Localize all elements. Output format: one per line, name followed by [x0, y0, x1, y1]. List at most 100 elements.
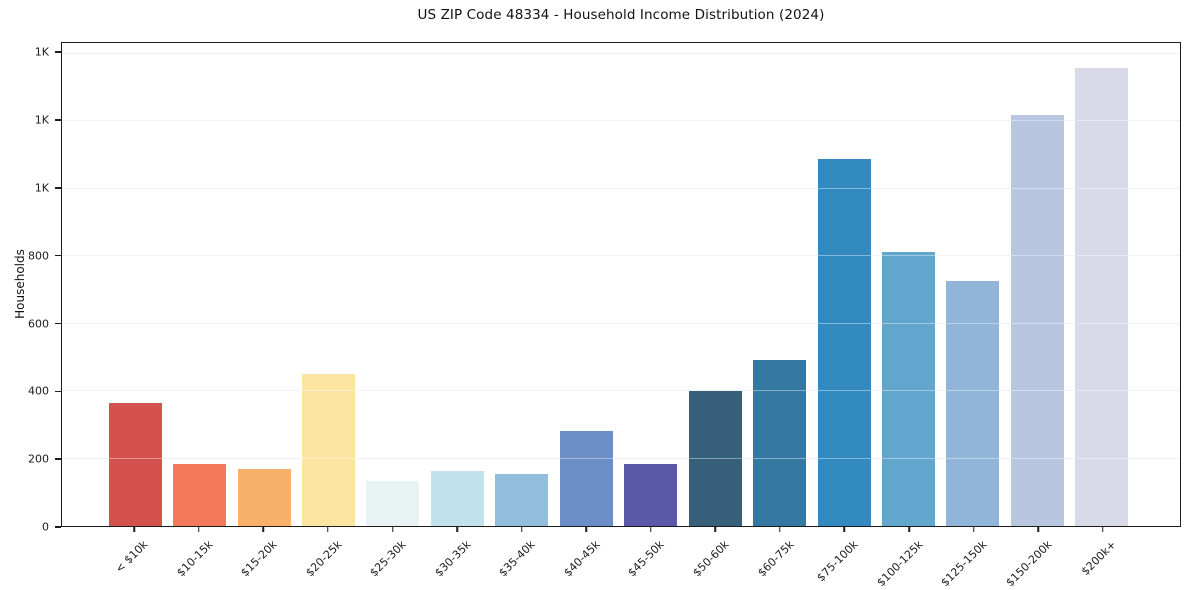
x-tick-label: $200k+ — [1078, 538, 1119, 579]
x-tick-mark — [714, 527, 717, 532]
x-slot: $35-40k — [489, 527, 554, 590]
x-axis: < $10k $10-15k $15-20k $20-25k $25-30k $30-35… — [102, 527, 1135, 590]
bar-slot — [747, 43, 811, 526]
x-slot: $50-60k — [683, 527, 748, 590]
bar-35-40k — [495, 474, 549, 526]
y-tick-label-1000: 1K — [34, 181, 49, 195]
x-slot: $100-125k — [874, 527, 942, 590]
bar-slot — [683, 43, 747, 526]
bars-layer — [103, 43, 1134, 526]
x-slot: $150-200k — [1003, 527, 1071, 590]
y-tick-mark-1200 — [55, 119, 61, 121]
bar-200k — [1075, 68, 1129, 526]
gridline-1000 — [62, 187, 1180, 189]
x-tick-mark — [650, 527, 652, 532]
x-tick-mark — [327, 527, 329, 532]
x-slot: $45-50k — [619, 527, 684, 590]
x-tick-label: $35-40k — [496, 538, 538, 580]
y-tick-mark-400 — [55, 390, 61, 393]
bar-40-45k — [559, 431, 613, 526]
x-tick-label: $75-100k — [814, 538, 861, 585]
gridlines-layer — [62, 43, 1180, 526]
x-tick-label: $40-45k — [561, 538, 603, 580]
x-tick-label: $100-125k — [874, 538, 926, 590]
bar-slot — [103, 43, 167, 526]
x-tick-label: $45-50k — [625, 538, 667, 580]
y-tick-label-600: 600 — [28, 317, 49, 330]
y-tick-label-400: 400 — [28, 384, 49, 398]
x-tick-label: $125-150k — [938, 538, 990, 590]
x-tick-mark — [843, 527, 846, 532]
bar-150-200k — [1010, 114, 1064, 526]
x-tick-mark — [779, 527, 781, 532]
gridline-800 — [62, 255, 1180, 257]
bar-slot — [425, 43, 489, 526]
x-tick-mark — [391, 527, 394, 532]
x-slot: $75-100k — [812, 527, 877, 590]
bar-25-30k — [366, 480, 420, 526]
bar-30-35k — [430, 470, 484, 526]
x-tick-mark — [908, 527, 910, 532]
bar-slot — [1070, 43, 1134, 526]
bar-slot — [554, 43, 618, 526]
x-tick-label: $50-60k — [690, 538, 732, 580]
x-tick-label: < $10k — [112, 538, 151, 576]
x-tick-label: $20-25k — [302, 538, 345, 580]
bar-10-15k — [173, 464, 227, 526]
y-tick-label-1200: 1K — [34, 113, 49, 127]
gridline-200 — [62, 457, 1180, 459]
bar-slot — [296, 43, 360, 526]
gridline-600 — [62, 322, 1180, 324]
bar-slot — [490, 43, 554, 526]
x-tick-label: $30-35k — [432, 538, 474, 580]
x-slot: $25-30k — [360, 527, 425, 590]
bar-slot — [361, 43, 425, 526]
bar-slot — [1005, 43, 1069, 526]
gridline-1200 — [62, 120, 1180, 122]
y-tick-label-1400: 1K — [34, 45, 49, 59]
x-slot: $40-45k — [554, 527, 619, 590]
bar-125-150k — [946, 281, 1000, 526]
gridline-1400 — [62, 52, 1180, 54]
bar-slot — [167, 43, 231, 526]
bar-100-125k — [881, 252, 935, 526]
x-slot: < $10k — [102, 527, 167, 590]
x-tick-mark — [198, 527, 200, 532]
x-slot: $200k+ — [1070, 527, 1135, 590]
bar-45-50k — [624, 463, 678, 526]
bar-slot — [876, 43, 940, 526]
bar-60-75k — [753, 360, 807, 526]
y-tick-label-0: 0 — [42, 520, 49, 534]
x-tick-mark — [133, 527, 136, 532]
x-tick-label: $10-15k — [173, 538, 216, 580]
y-tick-mark-200 — [55, 458, 61, 460]
x-slot: $30-35k — [425, 527, 490, 590]
x-tick-label: $60-75k — [754, 538, 797, 580]
x-tick-mark — [456, 527, 458, 532]
bar-slot — [619, 43, 683, 526]
x-tick-label: $15-20k — [238, 538, 280, 580]
x-slot: $10-15k — [167, 527, 232, 590]
bar-slot — [812, 43, 876, 526]
bar-10k — [108, 402, 162, 526]
bar-50-60k — [688, 390, 742, 526]
x-slot: $15-20k — [231, 527, 296, 590]
x-tick-mark — [1037, 527, 1039, 532]
bar-20-25k — [302, 374, 356, 526]
y-tick-mark-1000 — [55, 187, 61, 189]
x-tick-label: $25-30k — [367, 538, 409, 580]
y-tick-mark-600 — [55, 322, 61, 325]
y-tick-mark-0 — [55, 526, 61, 528]
x-tick-mark — [972, 527, 975, 532]
y-tick-label-200: 200 — [28, 452, 49, 466]
x-tick-label: $150-200k — [1003, 538, 1055, 590]
plot-area — [61, 42, 1181, 527]
y-axis: 0 200 400 600 800 1K 1K 1K — [0, 42, 61, 534]
x-tick-mark — [1101, 527, 1104, 532]
x-slot: $20-25k — [296, 527, 361, 590]
x-tick-mark — [262, 527, 265, 532]
bar-15-20k — [237, 469, 291, 526]
bar-slot — [941, 43, 1005, 526]
y-tick-mark-800 — [55, 254, 61, 257]
